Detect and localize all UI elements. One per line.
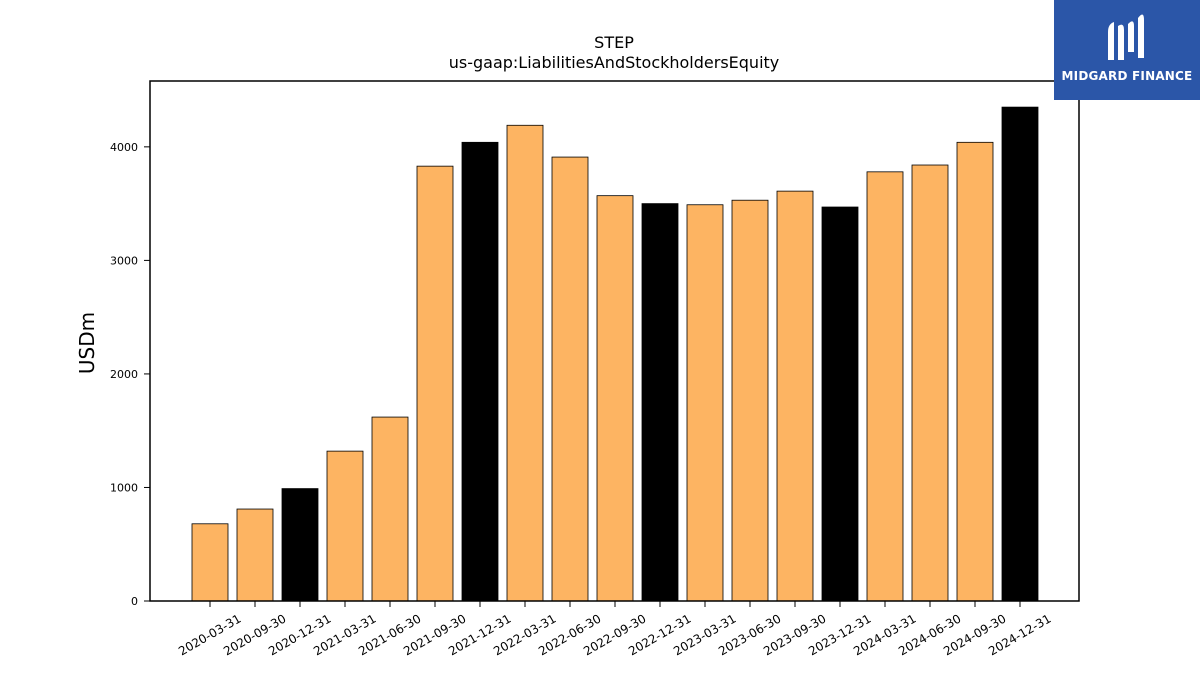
bar-2021-12-31 (461, 141, 499, 602)
bar-2024-12-31 (1001, 106, 1039, 602)
y-tick-label: 4000 (110, 141, 138, 154)
bar-2022-09-30 (596, 195, 634, 602)
bar-2022-03-31 (506, 124, 544, 602)
x-ticks-group: 2020-03-312020-09-302020-12-312021-03-31… (176, 601, 1054, 658)
bar-2022-06-30 (551, 156, 589, 602)
y-tick-label: 3000 (110, 254, 138, 267)
chart-subtitle: us-gaap:LiabilitiesAndStockholdersEquity (449, 53, 780, 72)
bar-2023-03-31 (686, 204, 724, 602)
bar-2020-03-31 (191, 523, 229, 602)
bar-2021-09-30 (416, 165, 454, 602)
bar-2021-06-30 (371, 416, 409, 602)
midgard-finance-logo: MIDGARD FINANCE (1054, 0, 1200, 100)
bar-2020-12-31 (281, 488, 319, 602)
bar-2024-03-31 (866, 171, 904, 602)
plot-frame (149, 80, 1080, 602)
bars-group (191, 106, 1039, 602)
bar-2022-12-31 (641, 203, 679, 602)
logo-text: MIDGARD FINANCE (1061, 69, 1193, 83)
bar-2021-03-31 (326, 450, 364, 602)
bar-2023-06-30 (731, 199, 769, 602)
y-tick-label: 1000 (110, 481, 138, 494)
chart-title: STEP (594, 33, 634, 52)
bar-2023-12-31 (821, 206, 859, 602)
bar-2024-09-30 (956, 141, 994, 602)
bar-2024-06-30 (911, 164, 949, 602)
bar-2020-09-30 (236, 508, 274, 602)
midgard-logo-icon (1108, 14, 1144, 61)
y-axis-label: USDm (75, 312, 99, 374)
y-tick-label: 0 (131, 595, 138, 608)
bar-2023-09-30 (776, 190, 814, 602)
y-ticks-group: 0 1000 2000 3000 4000 (110, 141, 150, 608)
y-tick-label: 2000 (110, 368, 138, 381)
